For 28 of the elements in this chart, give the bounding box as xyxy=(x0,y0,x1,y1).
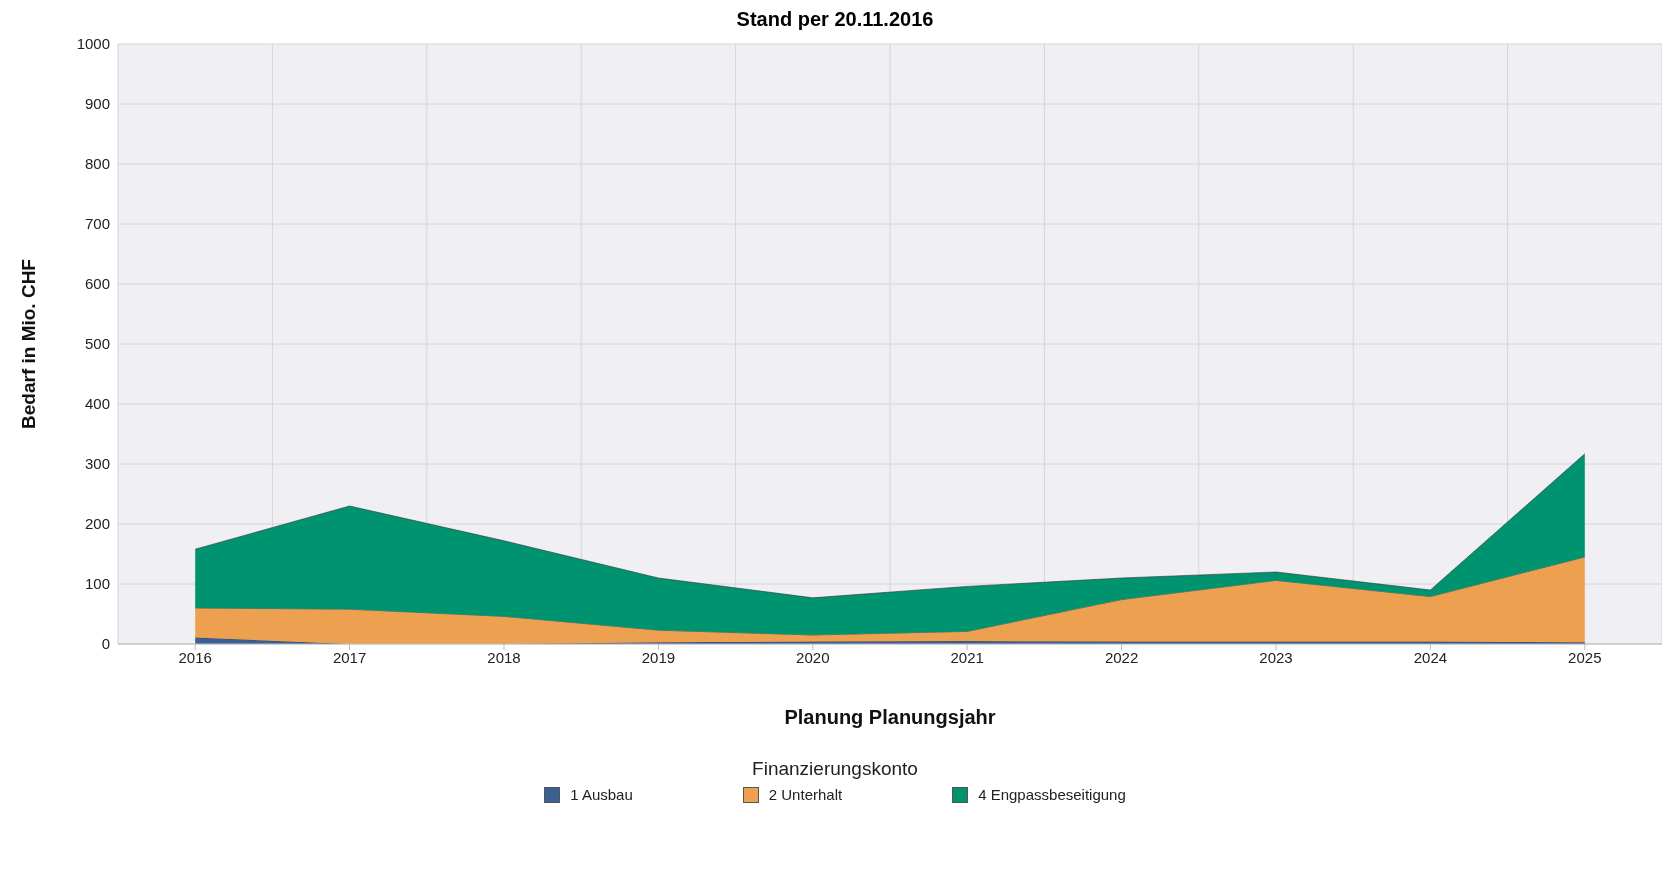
legend-label: 1 Ausbau xyxy=(569,786,633,803)
y-tick-label: 500 xyxy=(84,335,110,353)
y-tick-label: 1000 xyxy=(76,35,110,53)
y-tick-label: 400 xyxy=(84,395,110,413)
y-tick-label: 200 xyxy=(84,515,110,533)
x-tick-label: 2023 xyxy=(1259,648,1293,666)
y-tick-label: 300 xyxy=(84,455,110,473)
y-tick-label: 0 xyxy=(101,635,110,653)
chart-title: Stand per 20.11.2016 xyxy=(735,8,935,32)
y-tick-label: 900 xyxy=(84,95,110,113)
legend-label: 4 Engpassbeseitigung xyxy=(977,786,1126,803)
x-tick-label: 2017 xyxy=(332,648,367,666)
x-axis-title: Planung Planungsjahr xyxy=(784,706,996,728)
legend-title: Finanzierungskonto xyxy=(751,758,919,780)
y-tick-label: 600 xyxy=(84,275,110,293)
y-tick-label: 700 xyxy=(84,215,110,233)
x-tick-label: 2024 xyxy=(1413,648,1448,666)
y-axis-title: Bedarf in Mio. CHF xyxy=(17,259,39,429)
x-tick-label: 2025 xyxy=(1568,648,1602,666)
x-tick-label: 2021 xyxy=(950,648,984,666)
y-tick-label: 800 xyxy=(84,155,110,173)
x-tick-label: 2020 xyxy=(796,648,830,666)
legend-label: 2 Unterhalt xyxy=(767,786,843,803)
y-tick-label: 100 xyxy=(84,575,110,593)
x-tick-label: 2018 xyxy=(487,648,521,666)
x-tick-label: 2016 xyxy=(178,648,212,666)
x-tick-label: 2022 xyxy=(1104,648,1139,666)
x-tick-label: 2019 xyxy=(641,648,676,666)
